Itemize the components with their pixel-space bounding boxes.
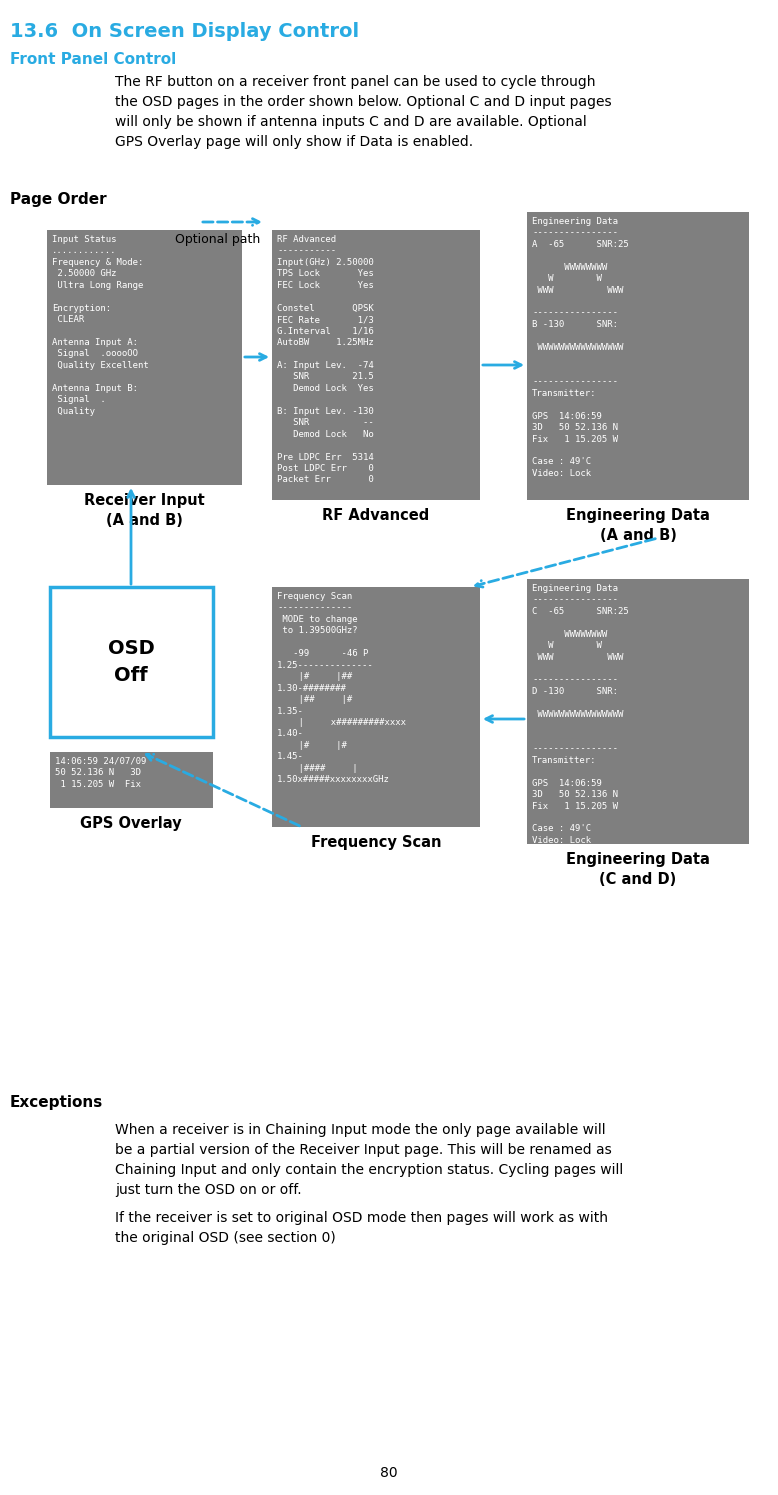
FancyBboxPatch shape <box>272 588 480 827</box>
Text: 14:06:59 24/07/09
50 52.136 N   3D
 1 15.205 W  Fix: 14:06:59 24/07/09 50 52.136 N 3D 1 15.20… <box>55 756 146 789</box>
FancyBboxPatch shape <box>527 212 749 499</box>
Text: OSD
Off: OSD Off <box>107 640 154 685</box>
FancyBboxPatch shape <box>272 230 480 499</box>
Text: Frequency Scan: Frequency Scan <box>310 836 441 851</box>
Text: Engineering Data
(A and B): Engineering Data (A and B) <box>566 508 710 543</box>
Text: 80: 80 <box>380 1467 398 1480</box>
Text: Optional path: Optional path <box>175 233 261 247</box>
FancyBboxPatch shape <box>50 588 213 737</box>
Text: RF Advanced: RF Advanced <box>322 508 429 523</box>
Text: GPS Overlay: GPS Overlay <box>80 816 182 831</box>
Text: 13.6  On Screen Display Control: 13.6 On Screen Display Control <box>10 22 359 40</box>
Text: Engineering Data
----------------
C  -65      SNR:25

      WWWWWWWW
   W       : Engineering Data ---------------- C -65 … <box>532 585 629 845</box>
Text: If the receiver is set to original OSD mode then pages will work as with
the ori: If the receiver is set to original OSD m… <box>115 1211 608 1245</box>
Text: Receiver Input
(A and B): Receiver Input (A and B) <box>83 493 205 528</box>
Text: Page Order: Page Order <box>10 191 107 206</box>
Text: Exceptions: Exceptions <box>10 1094 103 1109</box>
Text: Input Status
............
Frequency & Mode:
 2.50000 GHz
 Ultra Long Range

Encr: Input Status ............ Frequency & Mo… <box>52 235 149 416</box>
Text: Engineering Data
----------------
A  -65      SNR:25

      WWWWWWWW
   W       : Engineering Data ---------------- A -65 … <box>532 217 629 478</box>
Text: Frequency Scan
--------------
 MODE to change
 to 1.39500GHz?

   -99      -46 P: Frequency Scan -------------- MODE to ch… <box>277 592 406 785</box>
FancyBboxPatch shape <box>527 579 749 845</box>
Text: Front Panel Control: Front Panel Control <box>10 52 177 67</box>
FancyBboxPatch shape <box>50 752 213 807</box>
FancyBboxPatch shape <box>47 230 242 484</box>
Text: The RF button on a receiver front panel can be used to cycle through
the OSD pag: The RF button on a receiver front panel … <box>115 75 612 150</box>
Text: Engineering Data
(C and D): Engineering Data (C and D) <box>566 852 710 887</box>
Text: RF Advanced
-----------
Input(GHz) 2.50000
TPS Lock       Yes
FEC Lock       Yes: RF Advanced ----------- Input(GHz) 2.500… <box>277 235 373 484</box>
Text: When a receiver is in Chaining Input mode the only page available will
be a part: When a receiver is in Chaining Input mod… <box>115 1123 623 1197</box>
